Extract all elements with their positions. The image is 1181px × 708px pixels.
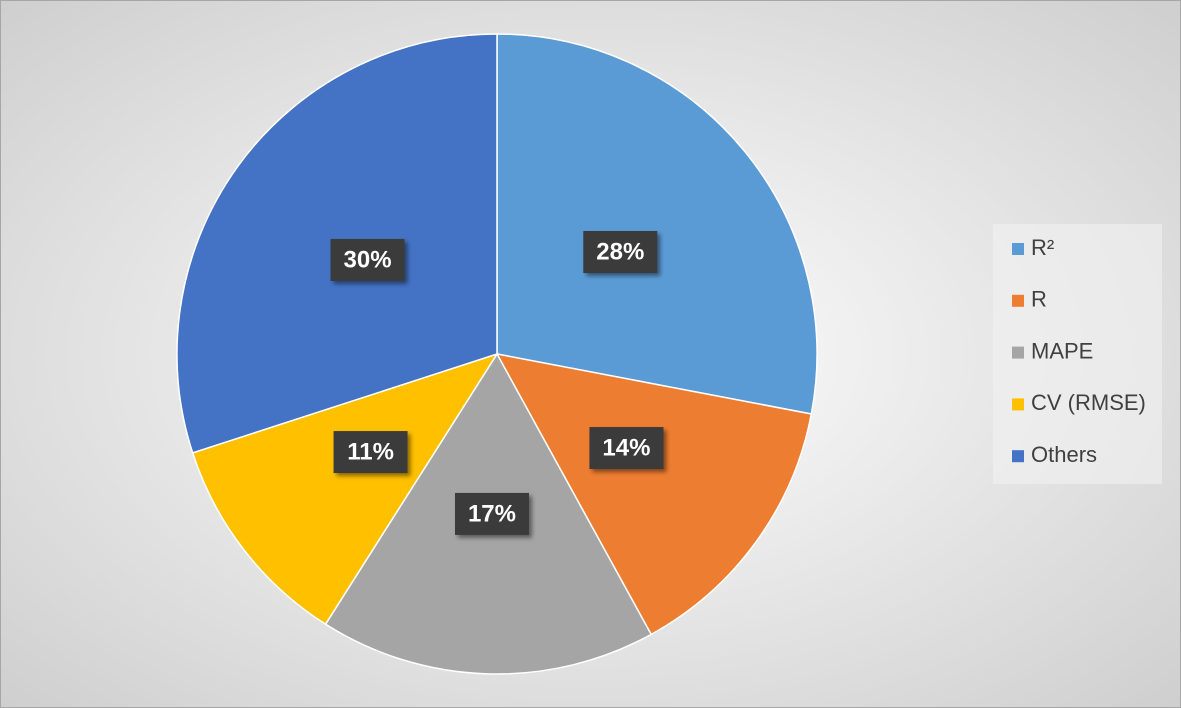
legend-label: MAPE <box>1031 338 1093 363</box>
legend-swatch <box>1012 398 1024 411</box>
data-label-box <box>583 231 658 274</box>
data-label-box <box>589 427 664 470</box>
pie <box>176 33 818 675</box>
legend-swatch <box>1012 346 1024 359</box>
legend-swatch <box>1012 243 1024 255</box>
legend-label: CV (RMSE) <box>1031 390 1146 415</box>
legend-label: R² <box>1031 235 1054 260</box>
data-label-box <box>333 431 408 474</box>
data-label: 30% <box>344 246 392 273</box>
data-label: 11% <box>347 438 394 465</box>
data-label: 17% <box>468 500 516 527</box>
legend-swatch <box>1012 450 1024 463</box>
data-label-box <box>454 492 529 535</box>
legend-label: Others <box>1031 442 1097 467</box>
data-label: 14% <box>602 434 650 461</box>
legend: R² R MAPE CV (RMSE) Others <box>1012 235 1146 467</box>
data-label-box <box>330 238 405 281</box>
legend-swatch <box>1012 294 1024 307</box>
data-labels: 28% 14% 17% 11% 30% <box>330 231 664 535</box>
legend-label: R <box>1031 287 1047 312</box>
data-label: 28% <box>596 238 644 265</box>
pie-slice <box>191 352 499 626</box>
pie-slice <box>495 352 813 636</box>
pie-slice <box>496 33 818 415</box>
